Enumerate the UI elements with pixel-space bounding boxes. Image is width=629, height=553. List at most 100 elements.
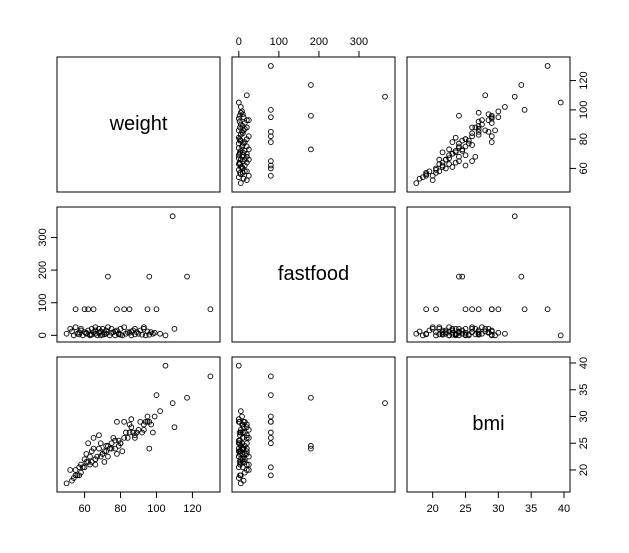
- point-fastfood-vs-weight: [83, 329, 90, 336]
- point-weight-vs-fastfood: [267, 172, 274, 179]
- left-axis-fastfood-tick-label: 100: [37, 294, 49, 312]
- point-bmi-vs-weight: [105, 453, 111, 460]
- point-weight-vs-bmi: [442, 165, 449, 172]
- point-fastfood-vs-bmi: [456, 273, 462, 280]
- point-weight-vs-fastfood: [237, 161, 243, 167]
- point-weight-vs-fastfood: [237, 124, 243, 131]
- point-bmi-vs-fastfood: [245, 435, 252, 441]
- point-bmi-vs-weight: [114, 451, 120, 457]
- point-fastfood-vs-bmi: [436, 331, 443, 338]
- point-weight-vs-fastfood: [267, 165, 274, 172]
- point-fastfood-vs-weight: [108, 329, 115, 336]
- panel-frame-fastfood-fastfood: [231, 206, 396, 343]
- point-bmi-vs-fastfood: [236, 440, 243, 447]
- point-fastfood-vs-weight: [78, 325, 84, 332]
- point-bmi-vs-weight: [87, 453, 93, 460]
- point-bmi-vs-fastfood: [237, 461, 243, 468]
- panel-frame-bmi-weight: [56, 356, 221, 493]
- point-weight-vs-bmi: [475, 118, 482, 125]
- point-bmi-vs-weight: [87, 461, 93, 468]
- point-fastfood-vs-weight: [132, 325, 138, 332]
- bottom-axis-bmi-tick-label: 30: [492, 503, 504, 515]
- point-fastfood-vs-bmi: [472, 331, 479, 338]
- point-bmi-vs-weight: [171, 424, 178, 431]
- point-fastfood-vs-weight: [117, 325, 124, 332]
- point-fastfood-vs-bmi: [423, 331, 429, 338]
- point-bmi-vs-weight: [63, 480, 70, 487]
- point-bmi-vs-weight: [96, 445, 102, 452]
- point-bmi-vs-weight: [97, 440, 104, 447]
- point-fastfood-vs-bmi: [521, 306, 528, 313]
- point-bmi-vs-weight: [69, 477, 75, 484]
- point-weight-vs-bmi: [446, 146, 452, 153]
- point-weight-vs-fastfood: [308, 146, 314, 153]
- point-bmi-vs-fastfood: [267, 464, 274, 471]
- right-axis-bmi-tick-label: 25: [578, 437, 590, 449]
- point-weight-vs-bmi: [462, 162, 469, 169]
- point-bmi-vs-weight: [157, 408, 163, 414]
- point-weight-vs-bmi: [459, 137, 466, 144]
- point-bmi-vs-fastfood: [267, 472, 274, 479]
- point-weight-vs-fastfood: [267, 133, 274, 140]
- left-axis-fastfood-tick-label: 300: [37, 228, 49, 246]
- point-fastfood-vs-bmi: [557, 332, 564, 339]
- point-bmi-vs-weight: [96, 432, 102, 439]
- point-fastfood-vs-weight: [171, 325, 178, 332]
- point-weight-vs-bmi: [439, 159, 446, 166]
- point-fastfood-vs-weight: [144, 306, 151, 313]
- point-weight-vs-fastfood: [267, 114, 274, 121]
- point-bmi-vs-weight: [119, 448, 126, 455]
- point-weight-vs-bmi: [475, 109, 482, 116]
- point-fastfood-vs-bmi: [449, 327, 456, 334]
- top-axis-fastfood-tick-label: 100: [270, 36, 288, 48]
- point-fastfood-vs-bmi: [502, 330, 508, 337]
- point-weight-vs-bmi: [449, 164, 456, 170]
- point-fastfood-vs-bmi: [482, 328, 489, 335]
- point-bmi-vs-weight: [128, 424, 135, 431]
- point-fastfood-vs-bmi: [439, 327, 446, 334]
- point-weight-vs-bmi: [511, 93, 518, 100]
- bottom-axis-weight-tick-label: 60: [78, 503, 90, 515]
- point-weight-vs-bmi: [465, 137, 472, 144]
- point-fastfood-vs-weight: [157, 330, 163, 337]
- bottom-axis-weight-tick-label: 120: [183, 503, 201, 515]
- point-fastfood-vs-bmi: [462, 325, 469, 332]
- point-fastfood-vs-weight: [63, 330, 70, 337]
- point-bmi-vs-weight: [103, 448, 109, 455]
- point-bmi-vs-fastfood: [240, 424, 247, 431]
- right-axis-weight-tick-label: 120: [578, 71, 590, 89]
- point-bmi-vs-fastfood: [243, 435, 250, 441]
- point-fastfood-vs-bmi: [433, 306, 439, 313]
- point-weight-vs-bmi: [452, 159, 459, 166]
- point-fastfood-vs-weight: [90, 306, 97, 313]
- point-weight-vs-fastfood: [239, 143, 245, 150]
- point-fastfood-vs-bmi: [488, 306, 495, 313]
- points-layer: [63, 63, 564, 487]
- left-axis-fastfood-tick-label: 0: [37, 332, 49, 338]
- point-fastfood-vs-bmi: [423, 306, 429, 313]
- point-weight-vs-bmi: [544, 63, 551, 69]
- point-bmi-vs-weight: [121, 418, 127, 425]
- point-weight-vs-bmi: [469, 124, 475, 131]
- point-bmi-vs-weight: [126, 429, 133, 436]
- point-fastfood-vs-weight: [151, 329, 158, 336]
- point-bmi-vs-weight: [162, 362, 169, 369]
- point-fastfood-vs-weight: [88, 325, 95, 332]
- right-axis-bmi-tick-label: 30: [578, 410, 590, 422]
- point-weight-vs-bmi: [413, 180, 420, 186]
- point-bmi-vs-fastfood: [267, 440, 274, 447]
- point-bmi-vs-fastfood: [267, 418, 274, 425]
- point-fastfood-vs-weight: [81, 306, 88, 313]
- point-fastfood-vs-bmi: [495, 306, 502, 313]
- point-weight-vs-bmi: [436, 168, 443, 175]
- point-fastfood-vs-bmi: [475, 327, 482, 334]
- point-fastfood-vs-bmi: [462, 306, 469, 313]
- right-axis-bmi-tick-label: 35: [578, 384, 590, 396]
- point-weight-vs-bmi: [426, 168, 433, 175]
- point-fastfood-vs-bmi: [462, 331, 469, 338]
- point-fastfood-vs-bmi: [439, 331, 446, 338]
- point-weight-vs-bmi: [469, 130, 475, 137]
- bottom-axis-bmi-tick-label: 25: [459, 503, 471, 515]
- point-fastfood-vs-weight: [128, 328, 135, 335]
- point-bmi-vs-weight: [137, 418, 144, 425]
